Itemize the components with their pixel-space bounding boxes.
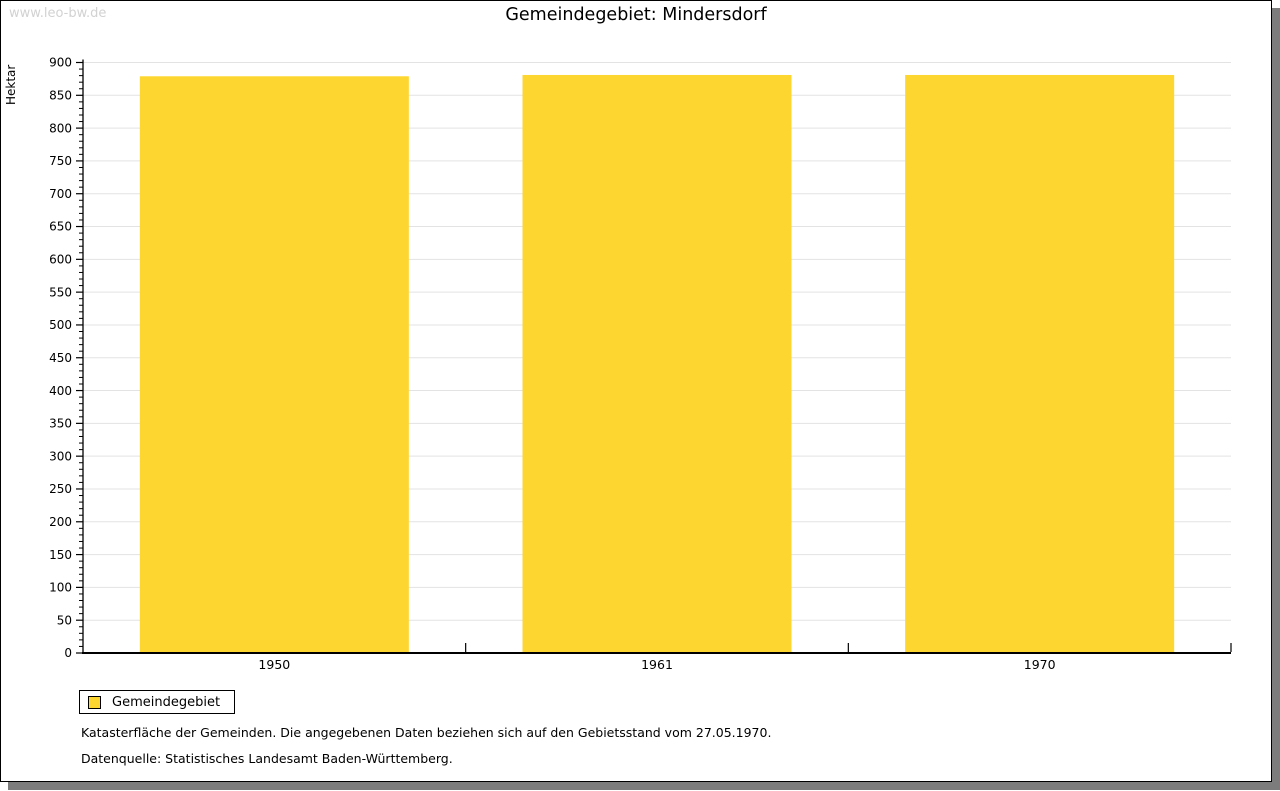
- bar-1961: [522, 74, 792, 653]
- y-tick-label: 650: [49, 220, 72, 234]
- footnote-data-source: Datenquelle: Statistisches Landesamt Bad…: [81, 751, 453, 766]
- y-tick-label: 400: [49, 384, 72, 398]
- y-tick-label: 550: [49, 285, 72, 299]
- x-category-label: 1970: [1024, 657, 1056, 672]
- chart-canvas: 0 50 100 150 200 250 300 350 400 450 500 550 600 650 7…: [4, 56, 1232, 672]
- y-axis-title: Hektar: [4, 65, 18, 105]
- y-tick-label: 200: [49, 515, 72, 529]
- y-tick-label: 50: [57, 613, 72, 627]
- y-tick-label: 250: [49, 482, 72, 496]
- legend-label: Gemeindegebiet: [112, 694, 221, 710]
- chart-title: Gemeindegebiet: Mindersdorf: [505, 5, 767, 25]
- y-tick-label: 850: [49, 89, 72, 103]
- watermark-text: www.leo-bw.de: [9, 6, 107, 21]
- y-tick-label: 350: [49, 417, 72, 431]
- x-category-label: 1950: [258, 657, 290, 672]
- legend-swatch-icon: [88, 695, 101, 709]
- y-tick-label: 150: [49, 548, 72, 562]
- y-tick-label: 450: [49, 351, 72, 365]
- legend-box[interactable]: Gemeindegebiet: [79, 690, 236, 714]
- y-tick-label: 900: [49, 56, 72, 70]
- footnote-source-note: Katasterfläche der Gemeinden. Die angege…: [81, 725, 772, 740]
- y-tick-label: 750: [49, 154, 72, 168]
- bar-1970: [905, 74, 1175, 653]
- y-tick-label: 300: [49, 449, 72, 463]
- y-tick-label: 700: [49, 187, 72, 201]
- x-category-label: 1961: [641, 657, 673, 672]
- y-tick-label: 800: [49, 121, 72, 135]
- y-tick-label: 500: [49, 318, 72, 332]
- y-tick-label: 0: [64, 646, 72, 660]
- y-tick-label: 100: [49, 581, 72, 595]
- bar-1950: [139, 76, 409, 654]
- y-tick-label: 600: [49, 253, 72, 267]
